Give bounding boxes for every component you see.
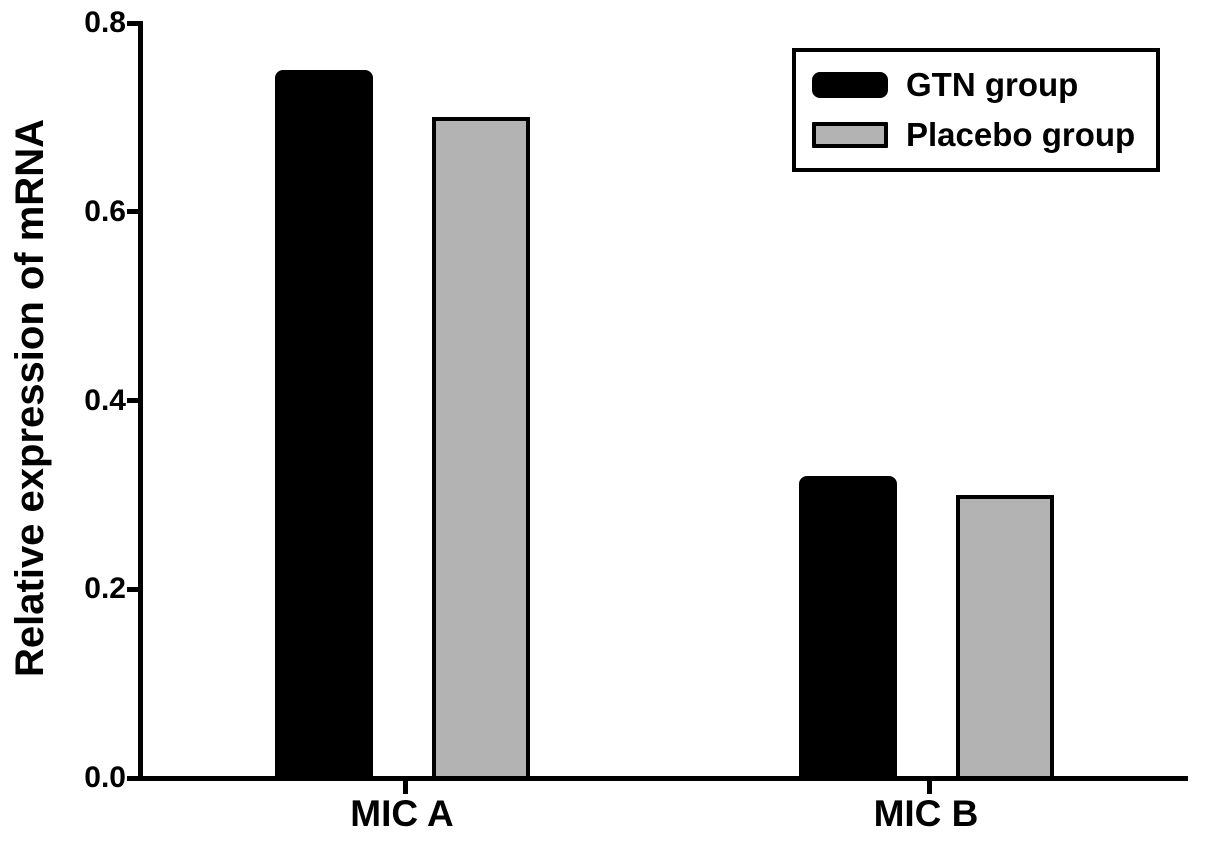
x-category-label: MIC A — [350, 793, 454, 834]
legend-swatch — [812, 122, 888, 149]
y-tick — [127, 586, 140, 592]
x-tick — [403, 781, 408, 794]
y-tick-label: 0.4 — [84, 383, 126, 417]
y-tick-label: 0.8 — [84, 6, 126, 39]
legend-item: Placebo group — [812, 117, 1156, 153]
bar-gtn-mic-b — [798, 476, 897, 780]
y-tick — [127, 398, 140, 403]
legend: GTN group Placebo group — [792, 48, 1160, 172]
legend-label: GTN group — [906, 65, 1079, 103]
x-category-label: MIC B — [873, 793, 979, 834]
legend-label: Placebo group — [906, 116, 1136, 154]
bar-gtn-mic-a — [274, 70, 373, 780]
y-tick — [127, 775, 140, 781]
y-tick-label: 0.0 — [84, 761, 126, 794]
y-axis-line — [138, 21, 143, 781]
x-axis-line — [138, 776, 1188, 781]
legend-item: GTN group — [812, 65, 1156, 103]
x-tick — [927, 781, 932, 794]
y-tick-label: 0.6 — [84, 194, 126, 228]
y-tick — [127, 20, 140, 26]
bar-placebo-mic-a — [431, 117, 530, 780]
bar-placebo-mic-b — [955, 494, 1054, 780]
y-tick-label: 0.2 — [84, 572, 126, 606]
legend-swatch — [812, 71, 888, 98]
y-tick — [127, 209, 140, 215]
